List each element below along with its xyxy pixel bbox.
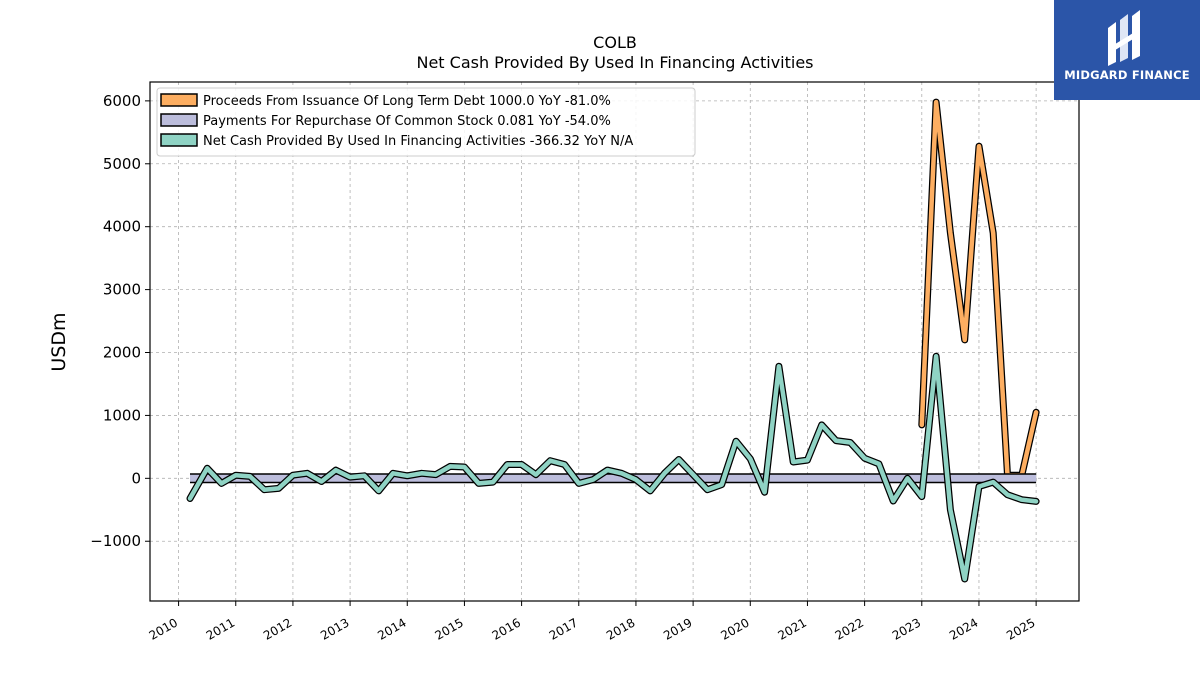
x-tick-label: 2023: [890, 615, 923, 642]
brand-name: MIDGARD FINANCE: [1064, 68, 1190, 82]
legend-entry-label: Proceeds From Issuance Of Long Term Debt…: [203, 94, 611, 109]
chart-title: COLB: [593, 33, 637, 52]
x-tick-label: 2020: [718, 615, 751, 642]
x-tick-label: 2022: [833, 615, 866, 642]
x-tick-label: 2021: [775, 615, 808, 642]
x-tick-label: 2024: [947, 615, 980, 642]
legend-entry-label: Net Cash Provided By Used In Financing A…: [203, 134, 633, 149]
x-tick-label: 2011: [204, 615, 237, 642]
x-tick-label: 2015: [432, 615, 465, 642]
series-layer: [186, 98, 1040, 583]
legend-swatch: [160, 93, 198, 107]
legend: Proceeds From Issuance Of Long Term Debt…: [156, 87, 696, 157]
x-tick-label: 2018: [604, 615, 637, 642]
legend-swatch: [160, 133, 198, 147]
y-tick-label: 5000: [103, 155, 141, 173]
legend-swatch: [160, 113, 198, 127]
series-line: [187, 354, 1039, 582]
plot-frame: [149, 81, 1080, 602]
series-outline: [186, 352, 1040, 583]
brand-logo: MIDGARD FINANCE: [1054, 0, 1200, 100]
y-tick-label: 1000: [103, 406, 141, 424]
brand-logo-icon: [1108, 10, 1140, 66]
y-tick-label: 0: [131, 469, 141, 487]
grid-lines: [150, 82, 1079, 601]
y-tick-label: −1000: [90, 532, 141, 550]
x-tick-label: 2013: [318, 615, 351, 642]
x-tick-label: 2025: [1004, 615, 1037, 642]
y-axis-label: USDm: [48, 312, 70, 371]
x-tick-label: 2012: [261, 615, 294, 642]
axes: −1000 0 1000 2000 3000 4000 5000 6000 2010 2011 20…: [90, 92, 1037, 643]
y-tick-label: 4000: [103, 218, 141, 236]
x-tick-label: 2019: [661, 615, 694, 642]
x-tick-label: 2010: [147, 615, 180, 642]
x-tick-label: 2016: [490, 615, 523, 642]
y-tick-label: 6000: [103, 92, 141, 110]
y-tick-label: 3000: [103, 281, 141, 299]
x-tick-label: 2014: [375, 615, 408, 642]
x-tick-label: 2017: [547, 615, 580, 642]
legend-box: [156, 87, 696, 157]
chart-subtitle: Net Cash Provided By Used In Financing A…: [416, 53, 813, 72]
y-tick-label: 2000: [103, 344, 141, 362]
legend-entry-label: Payments For Repurchase Of Common Stock …: [203, 114, 611, 129]
